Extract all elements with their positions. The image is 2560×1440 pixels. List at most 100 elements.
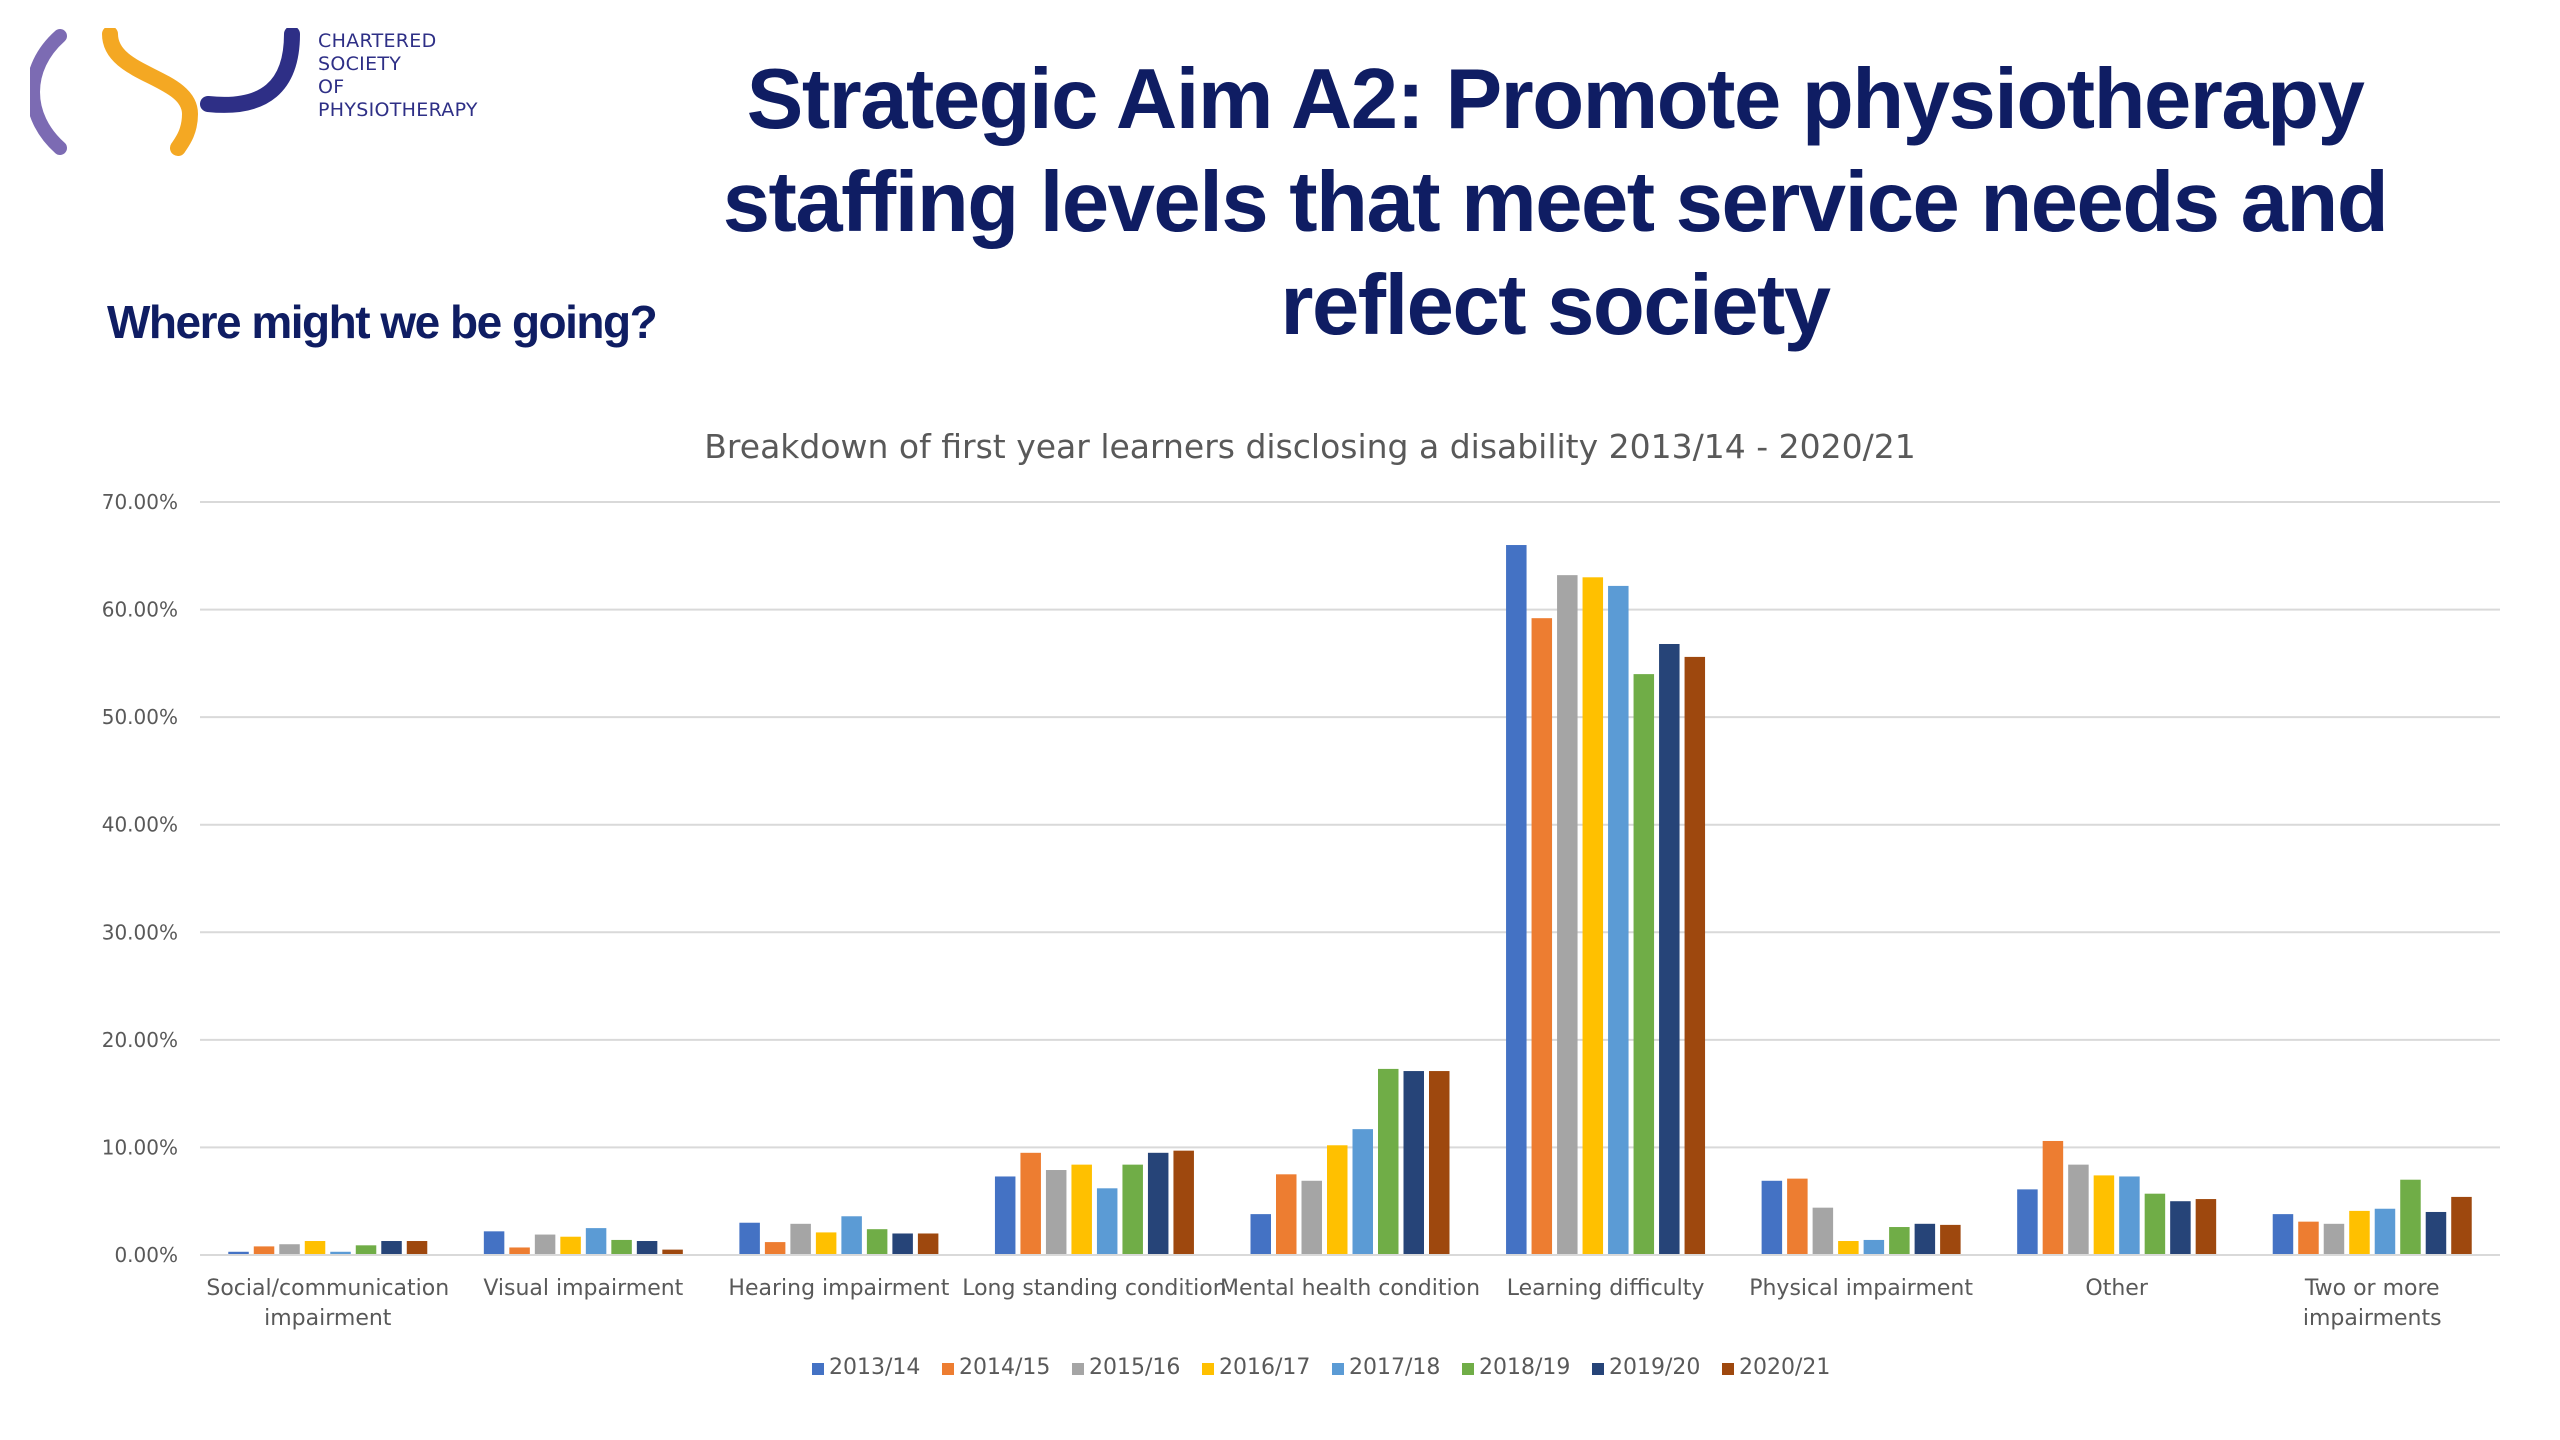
bar (1096, 1188, 1118, 1255)
bar (611, 1239, 632, 1255)
bar (1147, 1152, 1169, 1255)
legend-label: 2016/17 (1219, 1355, 1310, 1380)
bar (2298, 1221, 2319, 1255)
y-tick-label: 40.00% (102, 813, 178, 837)
page-title: Strategic Aim A2: Promote physiotherapy … (660, 48, 2450, 357)
bar (2349, 1210, 2370, 1255)
bar (1608, 585, 1629, 1255)
bar (2195, 1199, 2217, 1255)
bar (764, 1242, 786, 1255)
legend-swatch (1722, 1363, 1734, 1375)
bar (1582, 577, 1604, 1255)
bar (2400, 1179, 2421, 1255)
bar (253, 1246, 275, 1255)
page-title-line: Strategic Aim A2: Promote physiotherapy (746, 52, 2365, 147)
bar (2170, 1201, 2191, 1255)
x-tick-label: Hearing impairment (728, 1276, 949, 1301)
logo-text-line: PHYSIOTHERAPY (318, 99, 478, 121)
y-tick-label: 10.00% (102, 1135, 178, 1159)
bar (1506, 545, 1527, 1255)
bar (1378, 1068, 1399, 1255)
x-tick-label: impairments (2303, 1306, 2442, 1331)
legend-label: 2014/15 (959, 1355, 1050, 1380)
bar (355, 1245, 377, 1255)
bar (2272, 1214, 2294, 1255)
x-tick-label: Social/communication (206, 1276, 449, 1301)
bar (1633, 674, 1655, 1255)
legend-swatch (942, 1363, 954, 1375)
bar (1020, 1152, 1041, 1255)
bar (2425, 1211, 2447, 1255)
logo-text-line: CHARTERED (318, 30, 437, 52)
x-tick-label: Two or more (2304, 1276, 2440, 1301)
bar (1940, 1224, 1961, 1255)
bar (1838, 1241, 1859, 1255)
bar (304, 1241, 326, 1255)
bar (534, 1234, 556, 1255)
page-title-line: reflect society (1280, 258, 1831, 353)
bar (815, 1232, 837, 1255)
bar (1863, 1239, 1885, 1255)
logo-text: CHARTERED SOCIETY OF PHYSIOTHERAPY (318, 30, 478, 122)
y-tick-label: 70.00% (102, 490, 178, 514)
y-tick-label: 20.00% (102, 1028, 178, 1052)
bar (1429, 1071, 1450, 1255)
legend-swatch (812, 1363, 824, 1375)
bar (994, 1176, 1016, 1255)
legend-label: 2013/14 (829, 1355, 920, 1380)
legend-swatch (1592, 1363, 1604, 1375)
bar (636, 1241, 658, 1255)
bar (1812, 1207, 1834, 1255)
bar (2374, 1208, 2396, 1255)
page-title-line: staffing levels that meet service needs … (722, 155, 2389, 250)
bar (585, 1228, 607, 1255)
bar (2119, 1176, 2140, 1255)
legend-swatch (1332, 1363, 1344, 1375)
legend-label: 2020/21 (1739, 1355, 1830, 1380)
x-tick-label: Mental health condition (1220, 1276, 1480, 1301)
bar (560, 1236, 581, 1255)
y-tick-label: 50.00% (102, 705, 178, 729)
bar (1531, 618, 1553, 1255)
bar (866, 1229, 888, 1255)
bar (790, 1223, 811, 1255)
bar (228, 1251, 249, 1255)
x-tick-label: Physical impairment (1749, 1276, 1973, 1301)
x-tick-label: impairment (264, 1306, 392, 1331)
bar (483, 1231, 505, 1255)
legend-label: 2018/19 (1479, 1355, 1570, 1380)
logo-text-line: OF (318, 76, 345, 98)
bar (2451, 1196, 2472, 1255)
bar (1659, 643, 1680, 1255)
bar (279, 1244, 300, 1255)
legend-swatch (1462, 1363, 1474, 1375)
legend-label: 2015/16 (1089, 1355, 1180, 1380)
bar (2093, 1175, 2115, 1255)
bar (2323, 1223, 2345, 1255)
x-tick-label: Other (2085, 1276, 2148, 1301)
bar (1761, 1180, 1783, 1255)
bar (1557, 575, 1578, 1255)
logo-s-curve (102, 28, 199, 156)
logo-left-bracket (30, 29, 67, 155)
csp-logo (30, 28, 300, 156)
y-tick-label: 0.00% (114, 1243, 178, 1267)
bar (2068, 1164, 2089, 1255)
legend-label: 2019/20 (1609, 1355, 1700, 1380)
legend-swatch (1202, 1363, 1214, 1375)
bar (406, 1241, 428, 1255)
x-tick-label: Visual impairment (483, 1276, 683, 1301)
logo-text-line: SOCIETY (318, 53, 402, 75)
legend-label: 2017/18 (1349, 1355, 1440, 1380)
bar (2042, 1140, 2064, 1255)
bar (1173, 1150, 1194, 1255)
bar (917, 1233, 939, 1255)
x-tick-label: Learning difficulty (1507, 1276, 1705, 1301)
section-subtitle: Where might we be going? (107, 296, 658, 348)
bar (739, 1222, 760, 1255)
bar (1276, 1174, 1297, 1255)
bar (1122, 1164, 1143, 1255)
bar (381, 1241, 402, 1255)
bar (1250, 1214, 1271, 1255)
